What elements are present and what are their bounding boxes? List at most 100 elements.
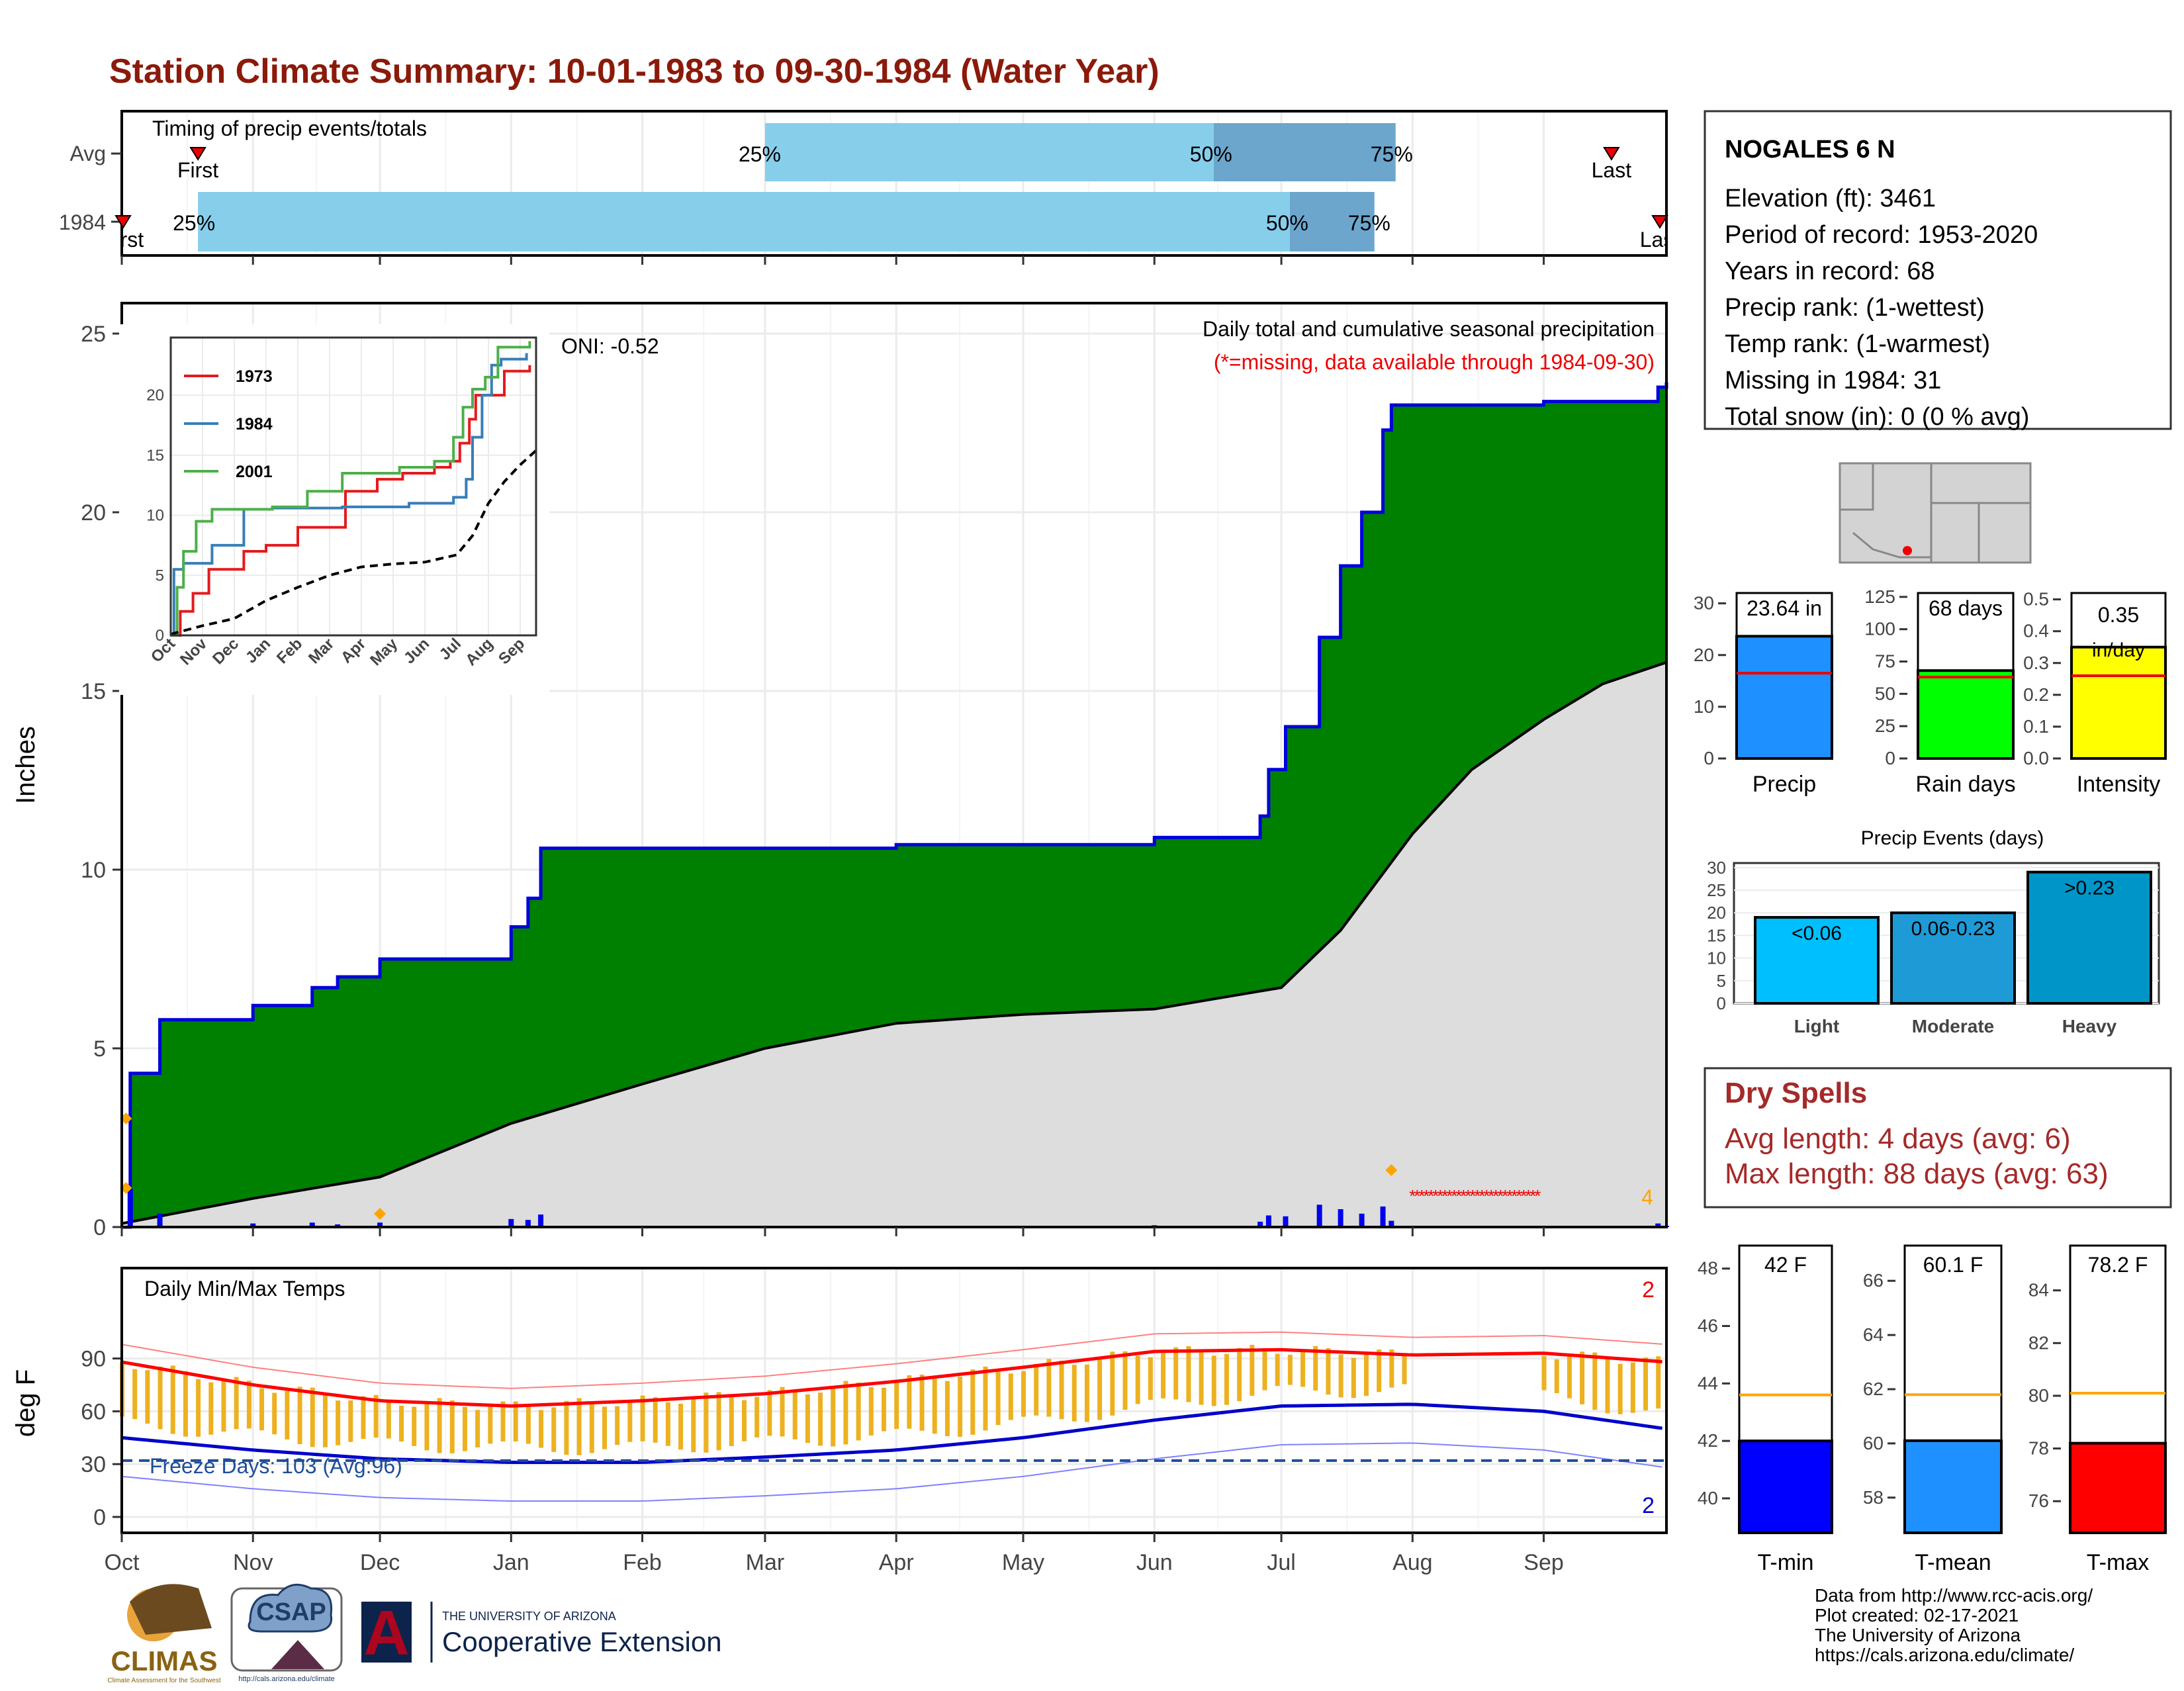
daily-precip-bar-16	[1316, 1205, 1322, 1227]
temp-range-bar-50	[754, 1396, 760, 1438]
temp-range-bar-92	[1287, 1354, 1293, 1385]
daily-precip-bar-23	[1655, 1223, 1661, 1227]
average-cumulative-area	[122, 662, 1666, 1227]
main-corner-count: 4	[1641, 1185, 1653, 1209]
temp-range-bar-44	[678, 1403, 684, 1450]
tmax-bar-value: 78.2 F	[2088, 1253, 2148, 1277]
temp-range-bar-22	[399, 1405, 404, 1442]
temp-range-bar-58	[856, 1382, 861, 1441]
missing-marker-17: *	[1488, 1186, 1494, 1206]
missing-marker-14: *	[1474, 1186, 1480, 1206]
station-line-4: Temp rank: (1-warmest)	[1725, 330, 1990, 358]
cumulative-precip-line	[122, 382, 1668, 1229]
temp-range-bar-120	[1643, 1357, 1649, 1411]
tmean-bar-value: 60.1 F	[1923, 1253, 1983, 1277]
temp-range-bar-67	[970, 1369, 976, 1435]
daily-precip-bar-1	[127, 1188, 133, 1227]
temp-range-bar-68	[983, 1366, 988, 1431]
temp-range-bar-29	[488, 1406, 493, 1444]
temp-range-bar-93	[1300, 1349, 1306, 1387]
month-label-feb: Feb	[623, 1550, 662, 1575]
oni-label: ONI: -0.52	[561, 334, 659, 358]
freeze-days-label: Freeze Days: 103 (Avg:96)	[150, 1454, 402, 1478]
temp-range-bar-53	[792, 1390, 797, 1440]
timing-label: Timing of precip events/totals	[152, 116, 427, 140]
intensity-mini-label: Intensity	[2077, 772, 2161, 797]
ua-logo: A THE UNIVERSITY OF ARIZONA Cooperative Ex…	[361, 1598, 722, 1668]
dry-spells-box	[1704, 1067, 2172, 1209]
locator-map-borders	[1840, 463, 2030, 563]
tmean-bar-bar	[1903, 1439, 2003, 1535]
inset-frame	[169, 336, 537, 637]
events-title: Precip Events (days)	[1861, 827, 2044, 849]
main-ytick-label-0: 0	[93, 1215, 106, 1240]
missing-marker-6: *	[1437, 1186, 1443, 1206]
missing-note: (*=missing, data available through 1984-…	[1214, 350, 1655, 374]
daily-precip-bar-13	[1257, 1221, 1263, 1227]
raindays-mini-label: Rain days	[1915, 772, 2015, 797]
temp-range-bar-2	[145, 1370, 150, 1424]
temp-range-bar-54	[805, 1394, 810, 1443]
events-bar-heavy	[2026, 870, 2152, 1005]
temp-range-bar-73	[1046, 1359, 1052, 1417]
temp-range-bar-76	[1084, 1364, 1089, 1422]
ua-university-name: THE UNIVERSITY OF ARIZONA	[442, 1610, 616, 1623]
temp-range-bar-75	[1071, 1365, 1077, 1422]
missing-marker-22: *	[1511, 1186, 1518, 1206]
temp-range-bar-39	[615, 1406, 620, 1445]
temp-range-bar-33	[539, 1410, 544, 1448]
temp-range-bar-46	[704, 1393, 709, 1453]
tmax-bar-label: T-max	[2087, 1550, 2149, 1575]
csap-mountain-icon	[271, 1640, 324, 1669]
temp-range-bar-15	[310, 1387, 315, 1447]
temp-range-bar-97	[1351, 1357, 1356, 1398]
temp-range-bar-45	[691, 1398, 696, 1453]
daily-precip-bar-4	[309, 1222, 315, 1227]
timing-last-label-avg: Last	[1592, 158, 1632, 182]
temp-range-bar-71	[1021, 1371, 1026, 1417]
avg-min-line	[121, 1402, 1662, 1465]
daily-precip-bar-20	[1388, 1220, 1394, 1227]
credit-line-3: https://cals.arizona.edu/climate/	[1815, 1645, 2074, 1665]
tmin-bar-ytick-label-3: 46	[1698, 1316, 1718, 1336]
temp-range-bar-81	[1148, 1357, 1153, 1400]
temp-ytick-label-2: 60	[81, 1399, 106, 1424]
temp-range-bar-78	[1110, 1351, 1115, 1416]
inset-ytick-0: 0	[156, 627, 164, 645]
intensity-mini-ytick-label-3: 0.3	[2023, 653, 2049, 673]
raindays-mini-value: 68 days	[1929, 596, 2003, 620]
events-ytick-5: 25	[1707, 880, 1726, 900]
missing-marker-2: *	[1418, 1186, 1425, 1206]
temp-range-bar-57	[843, 1381, 848, 1445]
temp-range-bar-70	[1008, 1373, 1013, 1420]
events-ytick-0: 0	[1717, 993, 1726, 1013]
temp-range-bar-43	[665, 1402, 670, 1446]
missing-marker-11: *	[1460, 1186, 1467, 1206]
events-bar-category-0: Light	[1794, 1016, 1839, 1036]
ua-a-icon: A	[363, 1598, 409, 1668]
dry-spells-avg: Avg length: 4 days (avg: 6)	[1725, 1122, 2071, 1155]
temp-range-bar-5	[183, 1371, 188, 1437]
climas-wordmark: CLIMAS	[111, 1645, 218, 1676]
temp-range-bar-59	[868, 1387, 874, 1436]
temp-min-count: 2	[1642, 1493, 1655, 1518]
inset-series-average	[170, 449, 537, 636]
station-line-2: Years in record: 68	[1725, 257, 1935, 285]
events-bar-moderate	[1890, 911, 2016, 1005]
temp-range-bar-119	[1630, 1362, 1635, 1413]
temp-range-bar-52	[780, 1387, 785, 1437]
temp-range-bar-25	[437, 1398, 442, 1453]
temp-range-bar-86	[1211, 1355, 1216, 1406]
tmean-bar-ytick-label-4: 66	[1863, 1270, 1884, 1291]
missing-marker-18: *	[1492, 1186, 1499, 1206]
daily-precip-bar-9	[538, 1214, 544, 1227]
temp-range-bar-47	[716, 1392, 721, 1451]
temp-range-bar-40	[627, 1400, 633, 1442]
temp-range-bar-20	[373, 1394, 379, 1438]
timing-first-label-year: First	[103, 228, 144, 251]
missing-marker-0: *	[1409, 1186, 1416, 1206]
tmin-bar-label: T-min	[1758, 1550, 1814, 1575]
credit-line-2: The University of Arizona	[1815, 1625, 2021, 1645]
climas-tagline: Climate Assessment for the Southwest	[107, 1677, 220, 1684]
precip-mini-value: 23.64 in	[1747, 596, 1822, 620]
